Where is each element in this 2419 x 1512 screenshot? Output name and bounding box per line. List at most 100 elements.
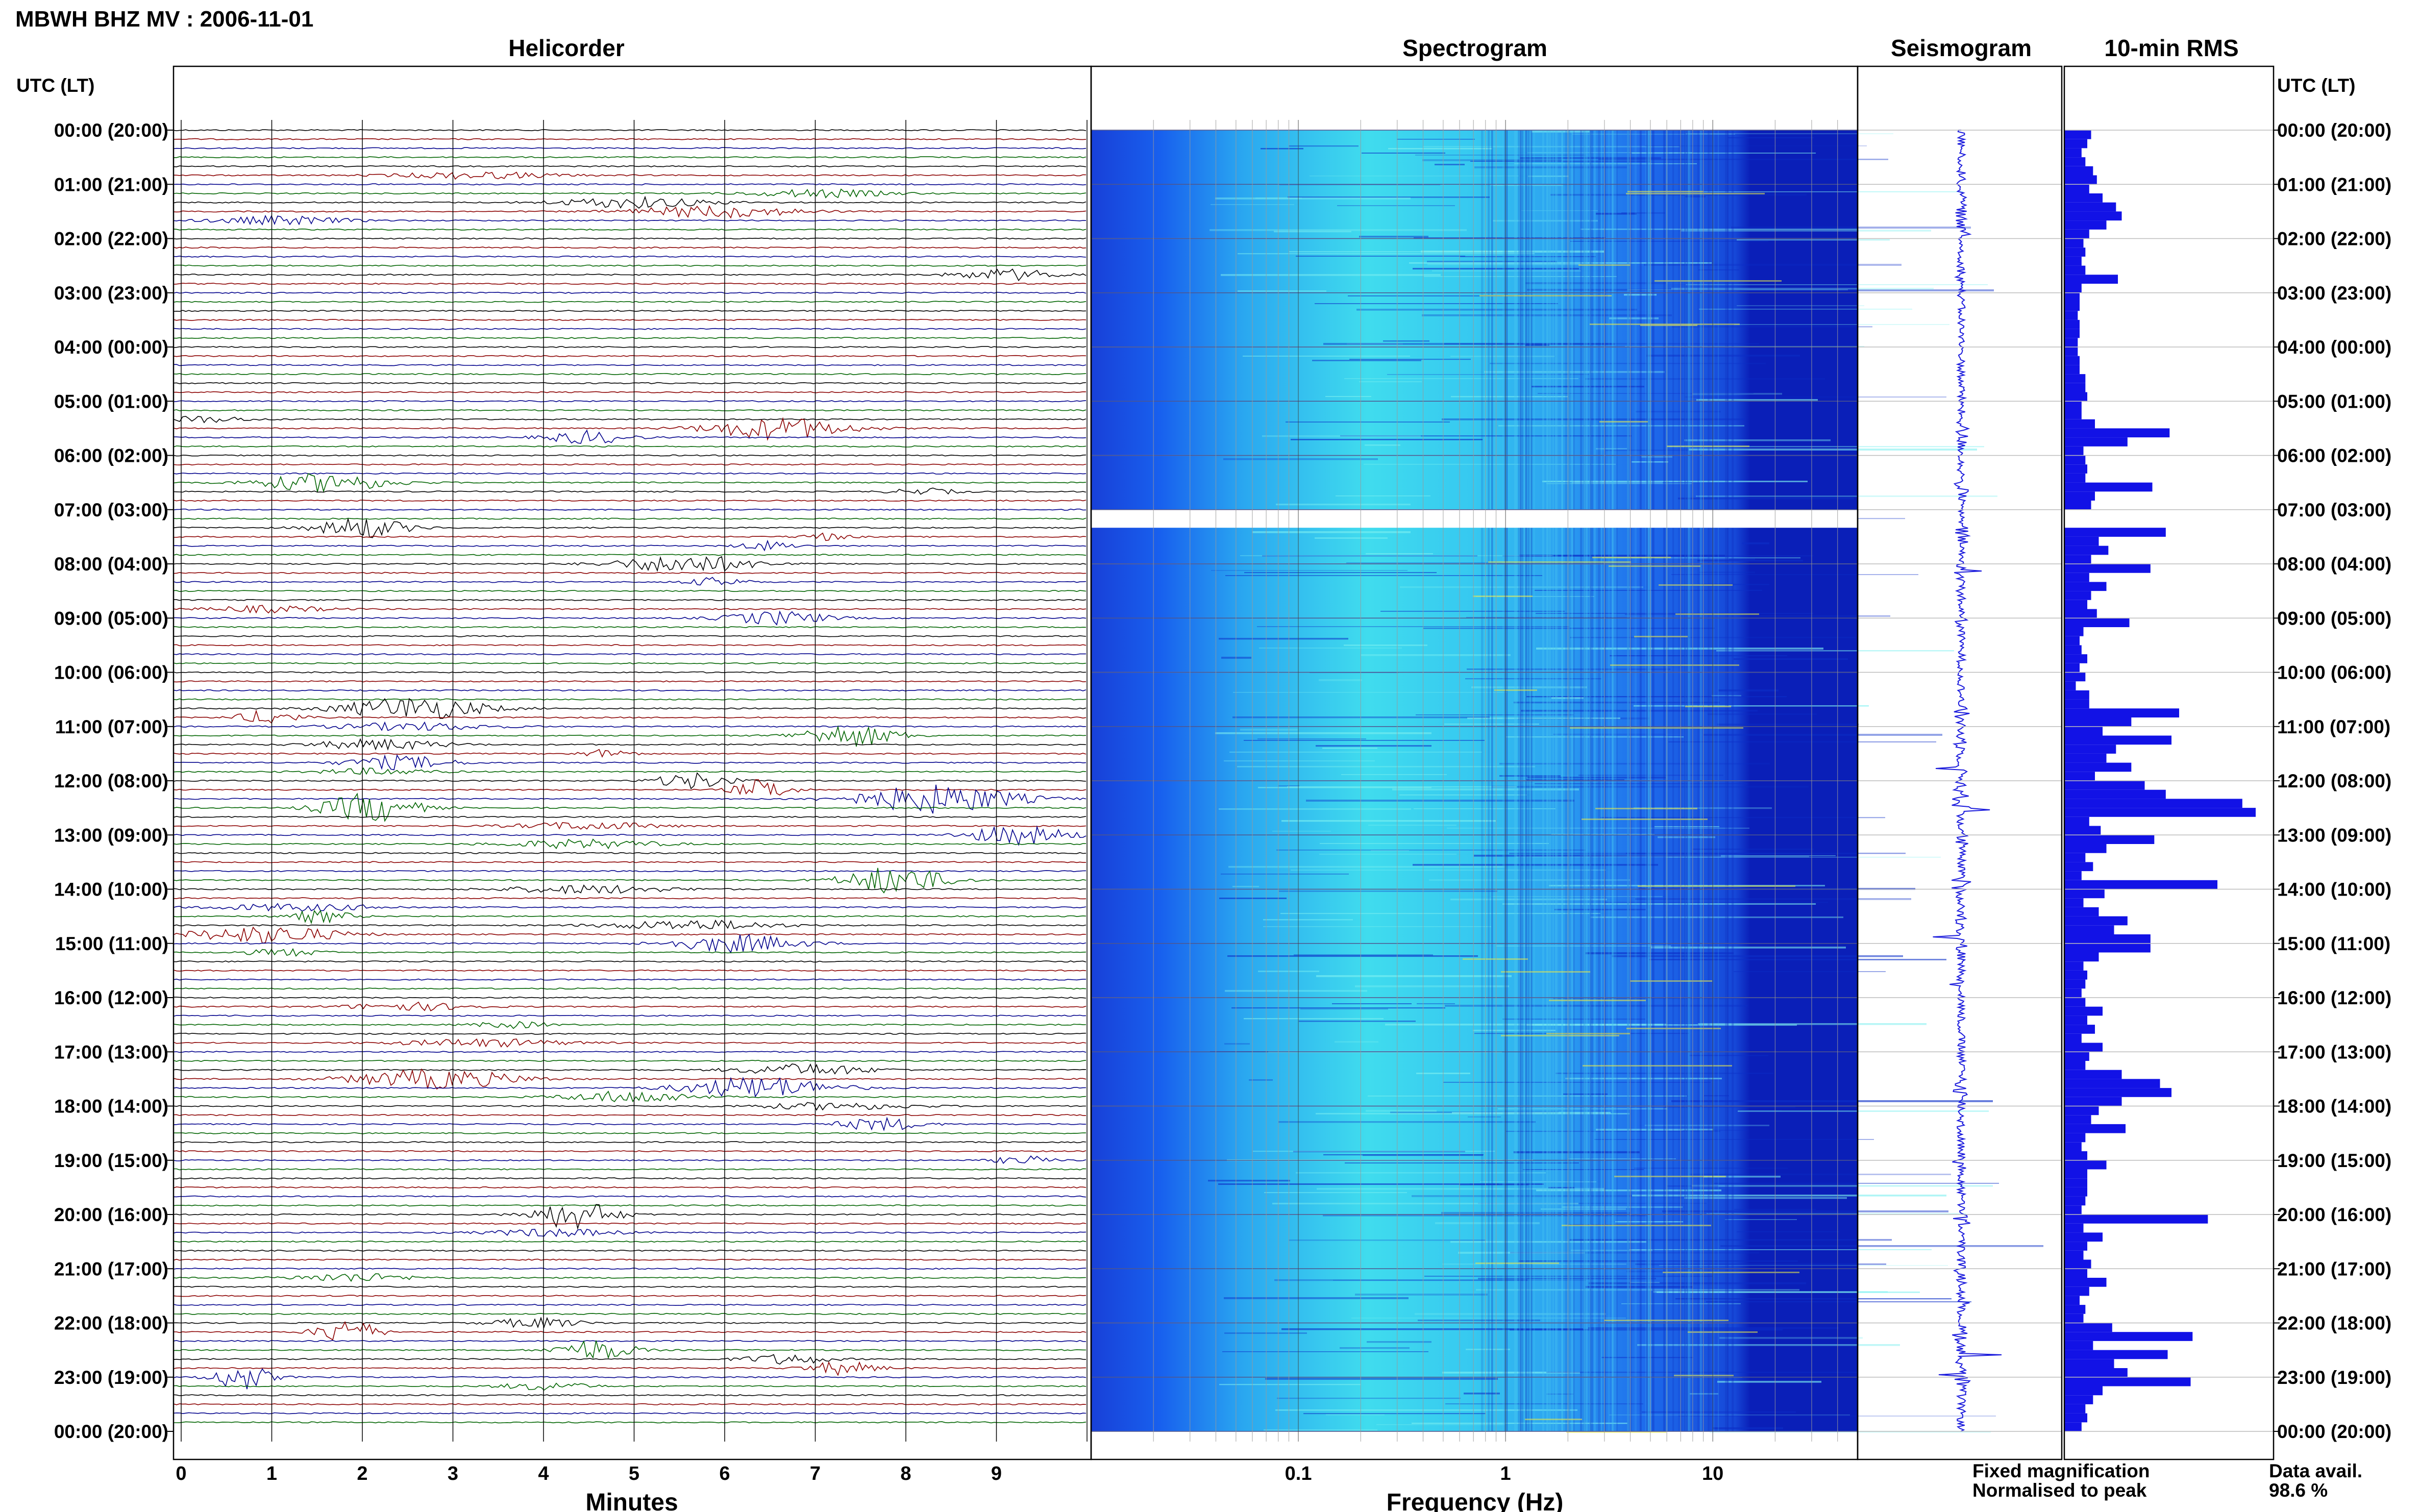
helicorder-trace-row	[173, 1204, 1087, 1207]
rms-bar	[2064, 582, 2107, 591]
rms-bar	[2064, 1359, 2114, 1368]
rms-bar	[2064, 1269, 2087, 1278]
rms-bar	[2064, 238, 2084, 248]
helicorder-trace-row	[173, 129, 1087, 132]
rms-bar	[2064, 1115, 2091, 1124]
helicorder-trace-row	[173, 852, 1087, 854]
rms-bar	[2064, 1332, 2193, 1341]
helicorder-trace-row	[173, 960, 1087, 963]
helicorder-trace-row	[173, 1114, 1087, 1117]
helicorder-trace-row	[173, 1241, 1087, 1243]
rms-bar	[2064, 663, 2080, 673]
minute-tick-label: 3	[448, 1463, 458, 1484]
left-time-label: 18:00 (14:00)	[54, 1096, 168, 1117]
rms-bar	[2064, 1341, 2093, 1350]
rms-bar	[2064, 1413, 2087, 1423]
rms-bar	[2064, 925, 2114, 934]
rms-bar	[2064, 1097, 2122, 1106]
right-time-label: 17:00 (13:00)	[2277, 1042, 2391, 1062]
helicorder-trace-row	[173, 373, 1087, 376]
helicorder-trace-row	[173, 825, 1087, 847]
rms-bar	[2064, 1106, 2099, 1116]
helicorder-trace-row	[173, 1317, 1087, 1329]
helicorder-trace-row	[173, 539, 1087, 552]
helicorder-trace-row	[173, 662, 1087, 664]
rms-bar	[2064, 1368, 2128, 1377]
seismogram-title: Seismogram	[1891, 35, 2032, 61]
rms-bar	[2064, 1133, 2086, 1143]
left-time-label: 08:00 (04:00)	[54, 554, 168, 575]
helicorder-trace-row	[173, 590, 1087, 592]
helicorder-trace-row	[173, 1186, 1087, 1188]
rms-bar	[2064, 1223, 2084, 1233]
legend-normalised: Normalised to peak	[1972, 1480, 2147, 1501]
rms-bar	[2064, 1178, 2087, 1187]
helicorder-trace-row	[173, 138, 1087, 140]
right-time-label: 16:00 (12:00)	[2277, 987, 2391, 1008]
helicorder-trace-row	[173, 487, 1087, 495]
rms-bar	[2064, 1250, 2084, 1260]
rms-bar	[2064, 708, 2179, 717]
helicorder-trace-row	[173, 1312, 1087, 1315]
right-time-label: 20:00 (16:00)	[2277, 1204, 2391, 1225]
helicorder-trace-row	[173, 1102, 1086, 1111]
left-time-label: 23:00 (19:00)	[54, 1367, 168, 1388]
helicorder-trace-row	[173, 416, 1087, 424]
rms-bar	[2064, 1169, 2087, 1179]
rms-bar	[2064, 1151, 2087, 1160]
right-time-label: 05:00 (01:00)	[2277, 391, 2391, 412]
helicorder-trace-row	[173, 1421, 1087, 1424]
helicorder-trace-row	[173, 1150, 1087, 1153]
rms-bar	[2064, 898, 2084, 907]
rms-bar	[2064, 1395, 2093, 1404]
helicorder-trace-row	[173, 1222, 1087, 1225]
rms-bar	[2064, 772, 2095, 781]
rms-bar	[2064, 491, 2095, 501]
helicorder-trace-row	[173, 978, 1086, 981]
rms-bar	[2064, 880, 2217, 889]
helicorder-trace-row	[173, 1068, 1087, 1090]
rms-bar	[2064, 392, 2087, 402]
right-time-label: 21:00 (17:00)	[2277, 1258, 2391, 1279]
helicorder-trace-row	[173, 1285, 1087, 1288]
left-time-label: 00:00 (20:00)	[54, 120, 168, 141]
right-time-label: 23:00 (19:00)	[2277, 1367, 2391, 1388]
helicorder-trace-row	[173, 417, 1087, 441]
right-time-label: 15:00 (11:00)	[2277, 933, 2390, 954]
rms-bar	[2064, 338, 2078, 347]
helicorder-trace-row	[173, 400, 1087, 403]
helicorder-trace-row	[173, 1168, 1087, 1171]
helicorder-x-label: Minutes	[585, 1489, 678, 1512]
rms-bar	[2064, 853, 2086, 862]
helicorder-trace-row	[173, 1032, 1087, 1035]
helicorder-trace-row	[173, 838, 1087, 850]
helicorder-trace-row	[173, 815, 1087, 818]
helicorder-trace-row	[173, 1001, 1087, 1011]
rms-bar	[2064, 229, 2089, 239]
rms-bar	[2064, 1278, 2107, 1287]
helicorder-trace-row	[173, 867, 1087, 894]
helicorder-trace-row	[173, 1117, 1086, 1132]
rms-bar	[2064, 482, 2153, 492]
rms-bar	[2064, 1313, 2084, 1323]
minute-tick-label: 2	[357, 1463, 367, 1484]
helicorder-trace-row	[173, 291, 1087, 294]
rms-bar	[2064, 347, 2078, 356]
frequency-tick-label: 1	[1500, 1463, 1511, 1484]
helicorder-trace-row	[173, 1382, 1087, 1391]
helicorder-trace-row	[173, 1038, 1087, 1048]
helicorder-trace-row	[173, 508, 1087, 511]
data-availability-value: 98.6 %	[2269, 1480, 2328, 1501]
rms-bar	[2064, 781, 2145, 790]
right-time-label: 11:00 (07:00)	[2277, 716, 2390, 737]
helicorder-trace-row	[173, 870, 1087, 873]
helicorder-trace-row	[173, 635, 1087, 637]
data-availability-label: Data avail.	[2269, 1460, 2362, 1481]
helicorder-trace-row	[173, 610, 1087, 626]
rms-bar	[2064, 130, 2091, 139]
legend-fixed-magnification: Fixed magnification	[1972, 1460, 2150, 1481]
helicorder-trace-row	[173, 926, 1087, 944]
rms-bar	[2064, 826, 2101, 835]
left-time-label: 13:00 (09:00)	[54, 825, 168, 846]
helicorder-trace-row	[173, 599, 1087, 601]
